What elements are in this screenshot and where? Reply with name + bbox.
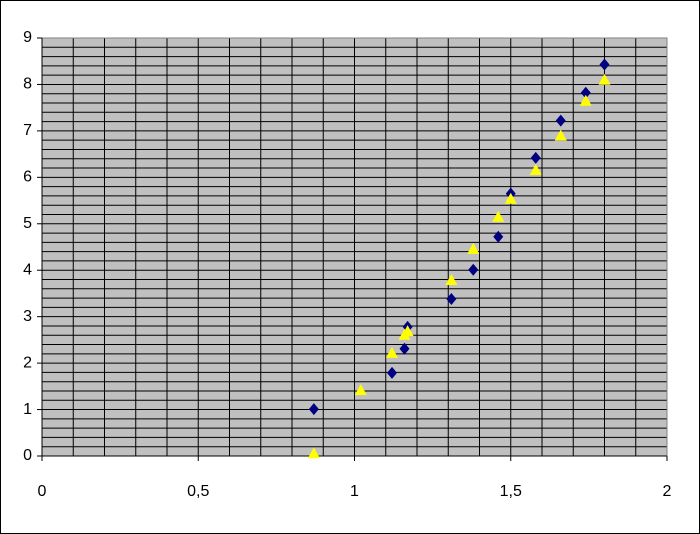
x-tick-label: 0 bbox=[38, 483, 47, 500]
point bbox=[467, 242, 480, 254]
x-tick-label: 0,5 bbox=[187, 483, 209, 500]
point bbox=[307, 447, 320, 459]
y-tick-label: 2 bbox=[23, 354, 32, 371]
point bbox=[579, 94, 592, 106]
point bbox=[354, 384, 367, 396]
y-tick-label: 3 bbox=[23, 308, 32, 325]
point bbox=[504, 192, 517, 204]
point bbox=[530, 151, 541, 164]
y-tick-label: 9 bbox=[23, 29, 32, 46]
point bbox=[308, 403, 319, 416]
point bbox=[386, 346, 398, 358]
y-tick-label: 8 bbox=[23, 76, 32, 93]
point bbox=[555, 114, 566, 127]
y-tick-label: 0 bbox=[23, 447, 32, 464]
point bbox=[399, 342, 410, 355]
point bbox=[529, 163, 542, 175]
point bbox=[580, 86, 591, 99]
x-tick-label: 1 bbox=[350, 483, 359, 500]
point bbox=[492, 210, 505, 222]
point bbox=[401, 325, 414, 337]
point bbox=[599, 58, 610, 71]
point bbox=[554, 129, 567, 141]
point bbox=[493, 230, 504, 243]
y-tick-label: 7 bbox=[23, 122, 32, 139]
point bbox=[468, 263, 479, 276]
y-tick-label: 4 bbox=[23, 261, 32, 278]
x-tick-label: 1,5 bbox=[500, 483, 522, 500]
x-tick-label: 2 bbox=[663, 483, 672, 500]
point bbox=[598, 73, 611, 85]
y-tick-label: 5 bbox=[23, 215, 32, 232]
y-tick-label: 6 bbox=[23, 169, 32, 186]
y-tick-label: 1 bbox=[23, 401, 32, 418]
point bbox=[446, 293, 457, 306]
point bbox=[387, 366, 397, 379]
point bbox=[445, 273, 458, 285]
